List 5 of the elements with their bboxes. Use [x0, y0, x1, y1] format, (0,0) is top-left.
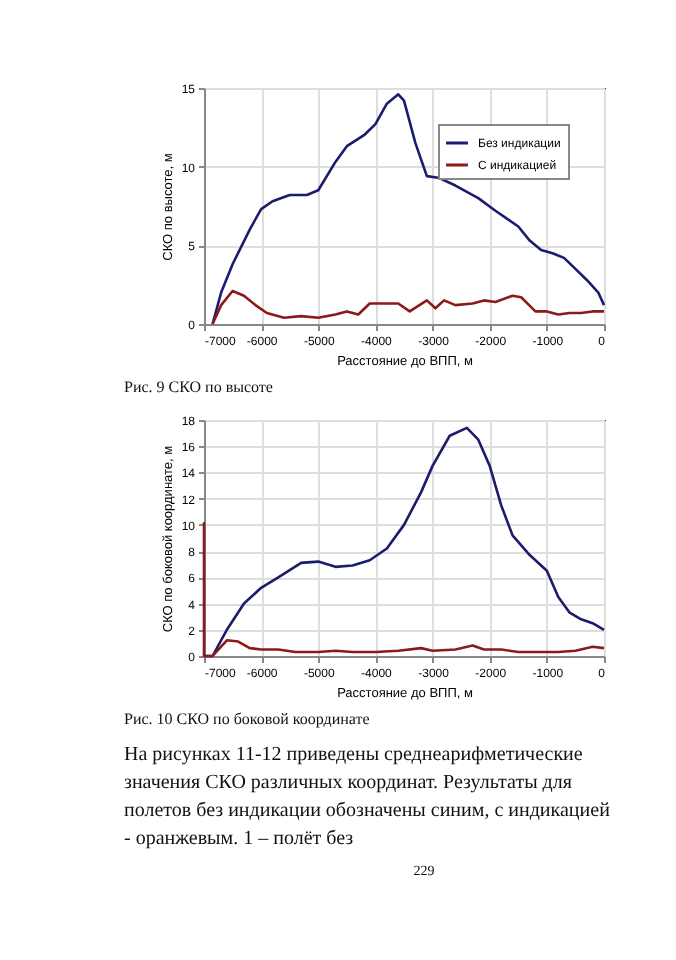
line-series — [211, 289, 606, 326]
text: Рис. 9 СКО по высоте — [124, 378, 274, 396]
text: Рис. 10 СКО по боковой координате — [124, 710, 371, 728]
line-series — [211, 92, 606, 326]
text: На рисунках 11-12 приведены среднеарифметические значения СКО различных координат. Результаты для полетов без индикации обозначены синим, с индикацией - оранжевым. 1 – полёт без — [124, 744, 612, 850]
